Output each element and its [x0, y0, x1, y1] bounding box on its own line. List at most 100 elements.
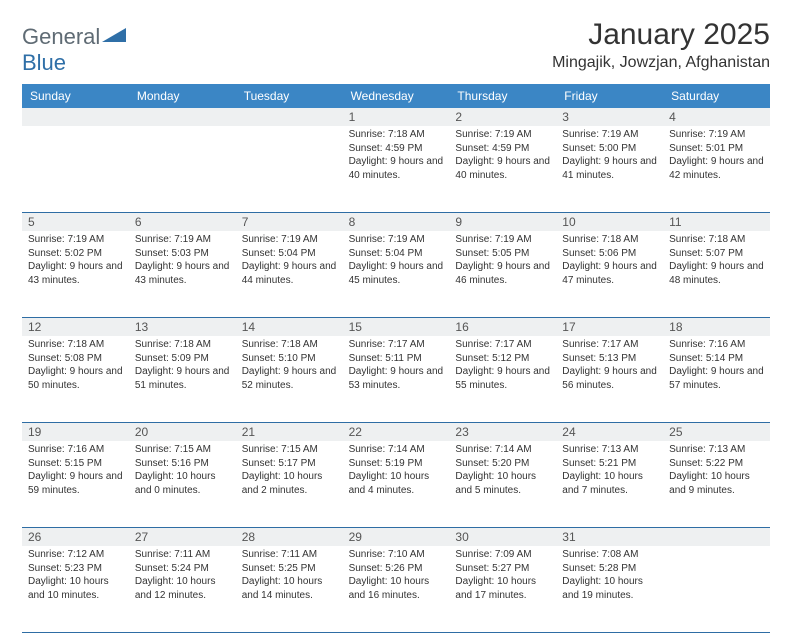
- daylight-text: Daylight: 9 hours and 51 minutes.: [135, 365, 230, 392]
- month-title: January 2025: [552, 18, 770, 52]
- sunrise-text: Sunrise: 7:11 AM: [242, 548, 337, 562]
- day-number: 8: [343, 213, 450, 231]
- day-cell: Sunrise: 7:12 AMSunset: 5:23 PMDaylight:…: [22, 546, 129, 632]
- triangle-icon: [100, 26, 128, 44]
- sunrise-text: Sunrise: 7:14 AM: [455, 443, 550, 457]
- day-number: 28: [236, 528, 343, 546]
- day-number: 25: [663, 423, 770, 441]
- sunrise-text: Sunrise: 7:17 AM: [455, 338, 550, 352]
- day-cell: Sunrise: 7:11 AMSunset: 5:25 PMDaylight:…: [236, 546, 343, 632]
- sunset-text: Sunset: 5:25 PM: [242, 562, 337, 576]
- day-number: [236, 108, 343, 126]
- daylight-text: Daylight: 9 hours and 40 minutes.: [349, 155, 444, 182]
- day-number: 22: [343, 423, 450, 441]
- week-row: Sunrise: 7:18 AMSunset: 4:59 PMDaylight:…: [22, 126, 770, 213]
- day-number: 12: [22, 318, 129, 336]
- day-cell: Sunrise: 7:18 AMSunset: 5:07 PMDaylight:…: [663, 231, 770, 317]
- day-cell: Sunrise: 7:13 AMSunset: 5:22 PMDaylight:…: [663, 441, 770, 527]
- day-number: 19: [22, 423, 129, 441]
- location-text: Mingajik, Jowzjan, Afghanistan: [552, 54, 770, 72]
- sunrise-text: Sunrise: 7:15 AM: [242, 443, 337, 457]
- day-number: 29: [343, 528, 450, 546]
- sunrise-text: Sunrise: 7:19 AM: [349, 233, 444, 247]
- sunset-text: Sunset: 5:04 PM: [349, 247, 444, 261]
- day-number: 4: [663, 108, 770, 126]
- sunrise-text: Sunrise: 7:15 AM: [135, 443, 230, 457]
- day-number: 31: [556, 528, 663, 546]
- day-cell: Sunrise: 7:19 AMSunset: 5:02 PMDaylight:…: [22, 231, 129, 317]
- weekday-header: Monday: [129, 84, 236, 108]
- daylight-text: Daylight: 9 hours and 53 minutes.: [349, 365, 444, 392]
- day-cell: Sunrise: 7:19 AMSunset: 4:59 PMDaylight:…: [449, 126, 556, 212]
- day-cell: Sunrise: 7:16 AMSunset: 5:14 PMDaylight:…: [663, 336, 770, 422]
- day-number: [129, 108, 236, 126]
- daylight-text: Daylight: 9 hours and 42 minutes.: [669, 155, 764, 182]
- day-cell: Sunrise: 7:18 AMSunset: 5:08 PMDaylight:…: [22, 336, 129, 422]
- sunset-text: Sunset: 5:03 PM: [135, 247, 230, 261]
- daylight-text: Daylight: 9 hours and 59 minutes.: [28, 470, 123, 497]
- sunset-text: Sunset: 5:11 PM: [349, 352, 444, 366]
- daylight-text: Daylight: 10 hours and 9 minutes.: [669, 470, 764, 497]
- sunset-text: Sunset: 5:26 PM: [349, 562, 444, 576]
- brand-part2: Blue: [22, 50, 66, 75]
- sunrise-text: Sunrise: 7:19 AM: [562, 128, 657, 142]
- brand-logo: GeneralBlue: [22, 18, 128, 76]
- day-number: 13: [129, 318, 236, 336]
- daylight-text: Daylight: 10 hours and 19 minutes.: [562, 575, 657, 602]
- sunset-text: Sunset: 5:10 PM: [242, 352, 337, 366]
- sunset-text: Sunset: 5:02 PM: [28, 247, 123, 261]
- sunset-text: Sunset: 5:19 PM: [349, 457, 444, 471]
- day-number: 2: [449, 108, 556, 126]
- daylight-text: Daylight: 9 hours and 45 minutes.: [349, 260, 444, 287]
- daylight-text: Daylight: 10 hours and 7 minutes.: [562, 470, 657, 497]
- day-cell: Sunrise: 7:19 AMSunset: 5:05 PMDaylight:…: [449, 231, 556, 317]
- day-number: 15: [343, 318, 450, 336]
- weekday-header: Friday: [556, 84, 663, 108]
- day-cell: Sunrise: 7:08 AMSunset: 5:28 PMDaylight:…: [556, 546, 663, 632]
- day-number: 3: [556, 108, 663, 126]
- sunrise-text: Sunrise: 7:14 AM: [349, 443, 444, 457]
- day-number: 16: [449, 318, 556, 336]
- day-number: 24: [556, 423, 663, 441]
- daylight-text: Daylight: 9 hours and 48 minutes.: [669, 260, 764, 287]
- sunset-text: Sunset: 4:59 PM: [455, 142, 550, 156]
- calendar-page: GeneralBlue January 2025 Mingajik, Jowzj…: [0, 0, 792, 633]
- day-number: 14: [236, 318, 343, 336]
- sunrise-text: Sunrise: 7:19 AM: [28, 233, 123, 247]
- day-cell: Sunrise: 7:11 AMSunset: 5:24 PMDaylight:…: [129, 546, 236, 632]
- day-number: 1: [343, 108, 450, 126]
- sunset-text: Sunset: 5:05 PM: [455, 247, 550, 261]
- daylight-text: Daylight: 10 hours and 5 minutes.: [455, 470, 550, 497]
- day-cell: Sunrise: 7:18 AMSunset: 4:59 PMDaylight:…: [343, 126, 450, 212]
- day-cell: Sunrise: 7:17 AMSunset: 5:11 PMDaylight:…: [343, 336, 450, 422]
- day-cell: Sunrise: 7:19 AMSunset: 5:01 PMDaylight:…: [663, 126, 770, 212]
- sunset-text: Sunset: 5:09 PM: [135, 352, 230, 366]
- sunrise-text: Sunrise: 7:13 AM: [562, 443, 657, 457]
- day-number: 10: [556, 213, 663, 231]
- sunrise-text: Sunrise: 7:09 AM: [455, 548, 550, 562]
- day-number: 9: [449, 213, 556, 231]
- brand-name: GeneralBlue: [22, 24, 128, 76]
- sunset-text: Sunset: 5:21 PM: [562, 457, 657, 471]
- sunrise-text: Sunrise: 7:16 AM: [669, 338, 764, 352]
- sunset-text: Sunset: 5:01 PM: [669, 142, 764, 156]
- day-cell: Sunrise: 7:19 AMSunset: 5:04 PMDaylight:…: [343, 231, 450, 317]
- day-number: 21: [236, 423, 343, 441]
- sunrise-text: Sunrise: 7:18 AM: [242, 338, 337, 352]
- day-cell: Sunrise: 7:18 AMSunset: 5:10 PMDaylight:…: [236, 336, 343, 422]
- day-number-row: 19202122232425: [22, 423, 770, 441]
- day-number-row: 12131415161718: [22, 318, 770, 336]
- sunset-text: Sunset: 5:27 PM: [455, 562, 550, 576]
- daylight-text: Daylight: 9 hours and 40 minutes.: [455, 155, 550, 182]
- sunrise-text: Sunrise: 7:18 AM: [28, 338, 123, 352]
- sunrise-text: Sunrise: 7:18 AM: [135, 338, 230, 352]
- sunrise-text: Sunrise: 7:12 AM: [28, 548, 123, 562]
- day-cell: Sunrise: 7:16 AMSunset: 5:15 PMDaylight:…: [22, 441, 129, 527]
- day-cell: Sunrise: 7:15 AMSunset: 5:17 PMDaylight:…: [236, 441, 343, 527]
- day-cell: [22, 126, 129, 212]
- day-number: 18: [663, 318, 770, 336]
- sunrise-text: Sunrise: 7:16 AM: [28, 443, 123, 457]
- daylight-text: Daylight: 9 hours and 55 minutes.: [455, 365, 550, 392]
- sunset-text: Sunset: 5:17 PM: [242, 457, 337, 471]
- day-cell: Sunrise: 7:19 AMSunset: 5:00 PMDaylight:…: [556, 126, 663, 212]
